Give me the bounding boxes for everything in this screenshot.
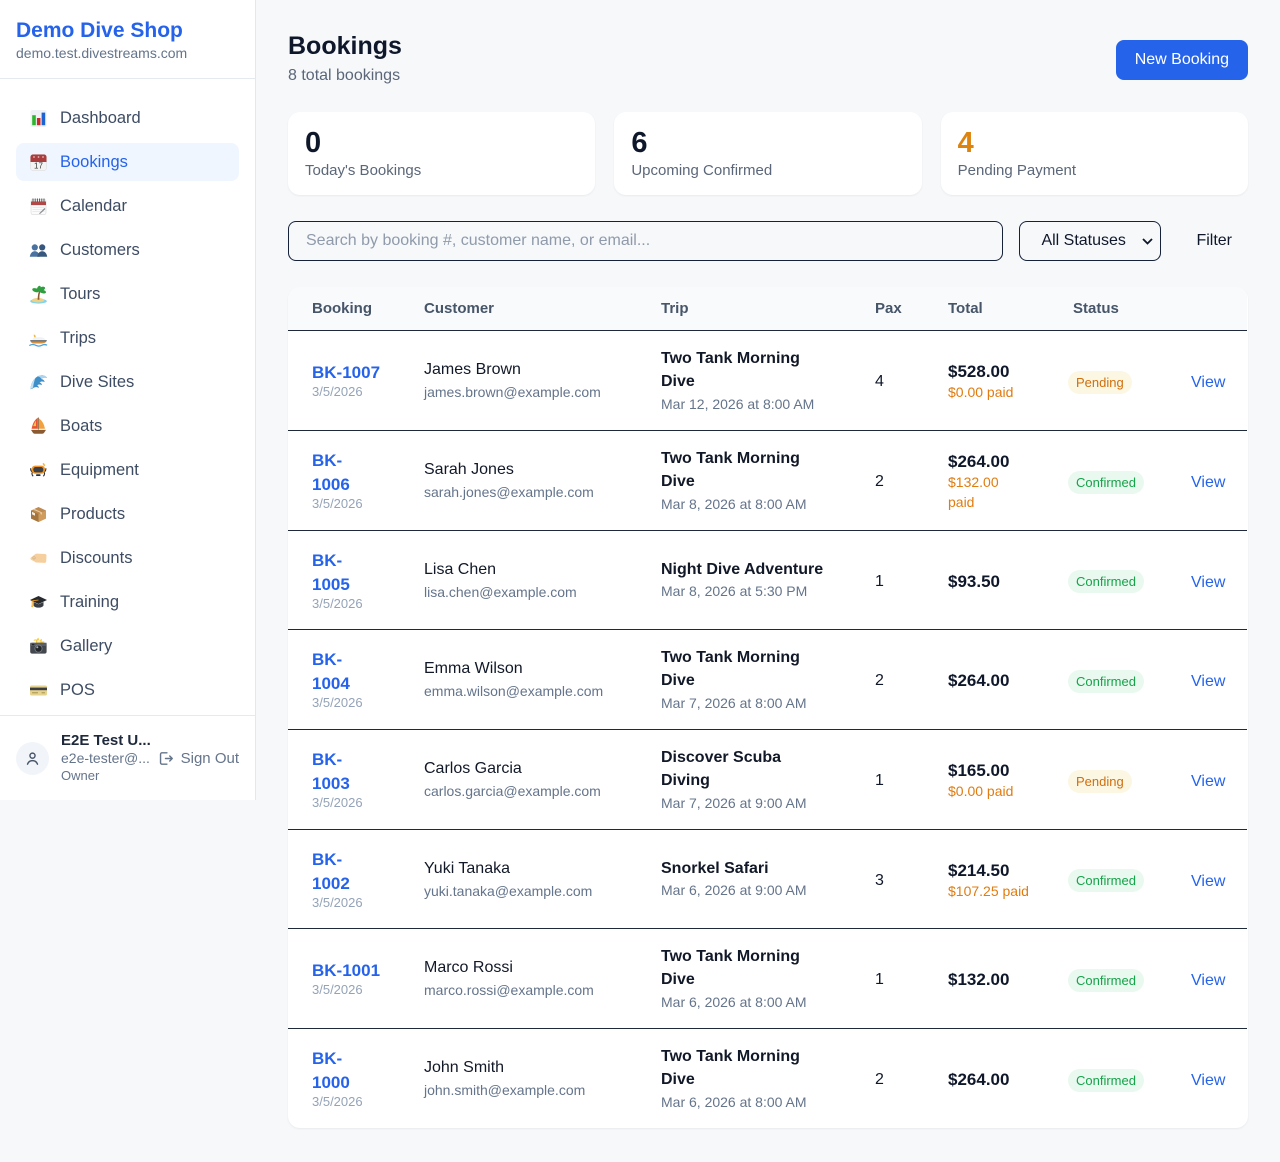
svg-text:17: 17 <box>34 161 43 170</box>
